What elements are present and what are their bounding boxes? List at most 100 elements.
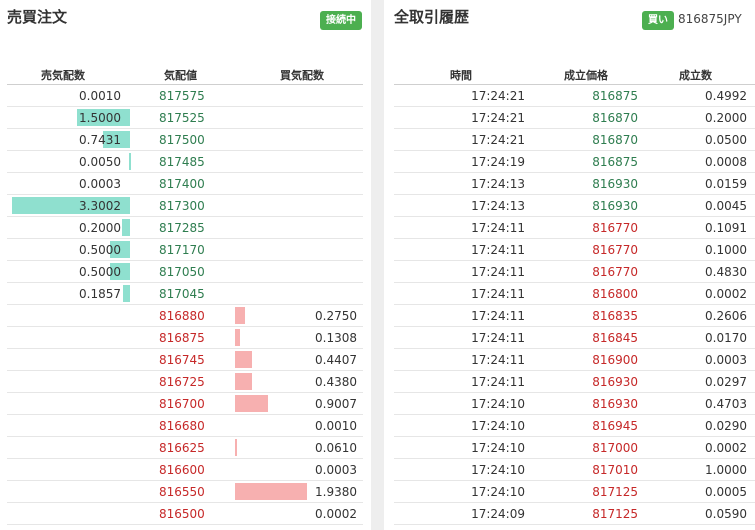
- trade-time: 17:24:10: [471, 463, 525, 477]
- trade-row[interactable]: 17:24:21 816870 0.2000: [394, 107, 755, 129]
- trade-time: 17:24:11: [471, 243, 525, 257]
- bid-row[interactable]: 816725 0.4380: [7, 371, 363, 393]
- bid-price: 816500: [159, 507, 205, 521]
- trade-price: 816900: [592, 353, 638, 367]
- ask-row[interactable]: 3.3002 817300: [7, 195, 363, 217]
- trade-time: 17:24:11: [471, 221, 525, 235]
- bid-row[interactable]: 816680 0.0010: [7, 415, 363, 437]
- trade-price: 816930: [592, 199, 638, 213]
- trade-row[interactable]: 17:24:11 816770 0.4830: [394, 261, 755, 283]
- ask-row[interactable]: 0.7431 817500: [7, 129, 363, 151]
- bid-row[interactable]: 816550 1.9380: [7, 481, 363, 503]
- bid-depth-bar: [235, 483, 307, 500]
- trade-row[interactable]: 17:24:11 816900 0.0003: [394, 349, 755, 371]
- trade-time: 17:24:09: [471, 507, 525, 521]
- ask-qty: 0.5000: [79, 265, 121, 279]
- trade-row[interactable]: 17:24:19 816875 0.0008: [394, 151, 755, 173]
- trade-row[interactable]: 17:24:11 816770 0.1091: [394, 217, 755, 239]
- trade-price: 817125: [592, 507, 638, 521]
- ask-row[interactable]: 0.5000 817170: [7, 239, 363, 261]
- ask-qty: 0.2000: [79, 221, 121, 235]
- ask-price: 817525: [159, 111, 205, 125]
- bid-price: 816745: [159, 353, 205, 367]
- ask-row[interactable]: 0.0010 817575: [7, 85, 363, 107]
- header-divider: [7, 84, 363, 85]
- ask-row[interactable]: 1.5000 817525: [7, 107, 363, 129]
- trade-qty: 0.4992: [705, 89, 747, 103]
- trade-row[interactable]: 17:24:21 816870 0.0500: [394, 129, 755, 151]
- trade-price: 816870: [592, 133, 638, 147]
- trade-row[interactable]: 17:24:10 817125 0.0005: [394, 481, 755, 503]
- bid-depth-bar: [235, 395, 268, 412]
- trade-time: 17:24:21: [471, 111, 525, 125]
- trade-qty: 1.0000: [705, 463, 747, 477]
- trade-row[interactable]: 17:24:11 816800 0.0002: [394, 283, 755, 305]
- bid-row[interactable]: 816700 0.9007: [7, 393, 363, 415]
- ask-row[interactable]: 0.0003 817400: [7, 173, 363, 195]
- ask-qty: 0.0010: [79, 89, 121, 103]
- trade-time: 17:24:21: [471, 133, 525, 147]
- trade-row[interactable]: 17:24:11 816770 0.1000: [394, 239, 755, 261]
- ask-depth-bar: [110, 241, 130, 258]
- trade-time: 17:24:11: [471, 375, 525, 389]
- trade-row[interactable]: 17:24:10 816945 0.0290: [394, 415, 755, 437]
- ask-qty: 0.7431: [79, 133, 121, 147]
- trade-price: 816770: [592, 243, 638, 257]
- bid-depth-bar: [235, 439, 237, 456]
- trade-time: 17:24:19: [471, 155, 525, 169]
- trade-qty-header: 成立数: [679, 69, 712, 82]
- ask-row[interactable]: 0.2000 817285: [7, 217, 363, 239]
- ask-price: 817300: [159, 199, 205, 213]
- trade-row[interactable]: 17:24:13 816930 0.0159: [394, 173, 755, 195]
- ask-qty-header: 売気配数: [41, 69, 85, 82]
- ask-row[interactable]: 0.1857 817045: [7, 283, 363, 305]
- connection-status-badge: 接続中: [320, 11, 362, 30]
- bid-price: 816625: [159, 441, 205, 455]
- trade-price: 816875: [592, 155, 638, 169]
- trade-row[interactable]: 17:24:10 817010 1.0000: [394, 459, 755, 481]
- trade-row[interactable]: 17:24:11 816835 0.2606: [394, 305, 755, 327]
- trade-price: 816835: [592, 309, 638, 323]
- ask-qty: 0.5000: [79, 243, 121, 257]
- bid-price: 816725: [159, 375, 205, 389]
- ask-price: 817045: [159, 287, 205, 301]
- trade-row[interactable]: 17:24:11 816930 0.0297: [394, 371, 755, 393]
- trade-row[interactable]: 17:24:13 816930 0.0045: [394, 195, 755, 217]
- trade-price: 816930: [592, 177, 638, 191]
- ask-price: 817285: [159, 221, 205, 235]
- ask-row[interactable]: 0.0050 817485: [7, 151, 363, 173]
- bid-qty: 1.9380: [315, 485, 357, 499]
- bid-qty-header: 買気配数: [280, 69, 324, 82]
- trade-qty: 0.0500: [705, 133, 747, 147]
- bid-row[interactable]: 816745 0.4407: [7, 349, 363, 371]
- trade-qty: 0.0045: [705, 199, 747, 213]
- trade-row[interactable]: 17:24:09 817125 0.0590: [394, 503, 755, 525]
- trade-qty: 0.0003: [705, 353, 747, 367]
- trade-qty: 0.0159: [705, 177, 747, 191]
- ask-depth-bar: [110, 263, 130, 280]
- trade-row[interactable]: 17:24:10 817000 0.0002: [394, 437, 755, 459]
- bid-row[interactable]: 816875 0.1308: [7, 327, 363, 349]
- bid-row[interactable]: 816500 0.0002: [7, 503, 363, 525]
- trade-row[interactable]: 17:24:21 816875 0.4992: [394, 85, 755, 107]
- bid-row[interactable]: 816625 0.0610: [7, 437, 363, 459]
- header-divider: [394, 84, 755, 85]
- bid-row[interactable]: 816600 0.0003: [7, 459, 363, 481]
- trade-price: 817125: [592, 485, 638, 499]
- trade-row[interactable]: 17:24:10 816930 0.4703: [394, 393, 755, 415]
- bid-qty: 0.2750: [315, 309, 357, 323]
- ask-depth-bar: [123, 285, 130, 302]
- ask-row[interactable]: 0.5000 817050: [7, 261, 363, 283]
- trade-price: 816930: [592, 375, 638, 389]
- bid-price: 816880: [159, 309, 205, 323]
- ask-price: 817170: [159, 243, 205, 257]
- ask-depth-bar: [129, 153, 131, 170]
- trade-qty: 0.2000: [705, 111, 747, 125]
- trade-qty: 0.0590: [705, 507, 747, 521]
- bid-price: 816680: [159, 419, 205, 433]
- panel-divider: [371, 0, 384, 530]
- trade-price: 817000: [592, 441, 638, 455]
- bid-row[interactable]: 816880 0.2750: [7, 305, 363, 327]
- bid-qty: 0.0002: [315, 507, 357, 521]
- trade-row[interactable]: 17:24:11 816845 0.0170: [394, 327, 755, 349]
